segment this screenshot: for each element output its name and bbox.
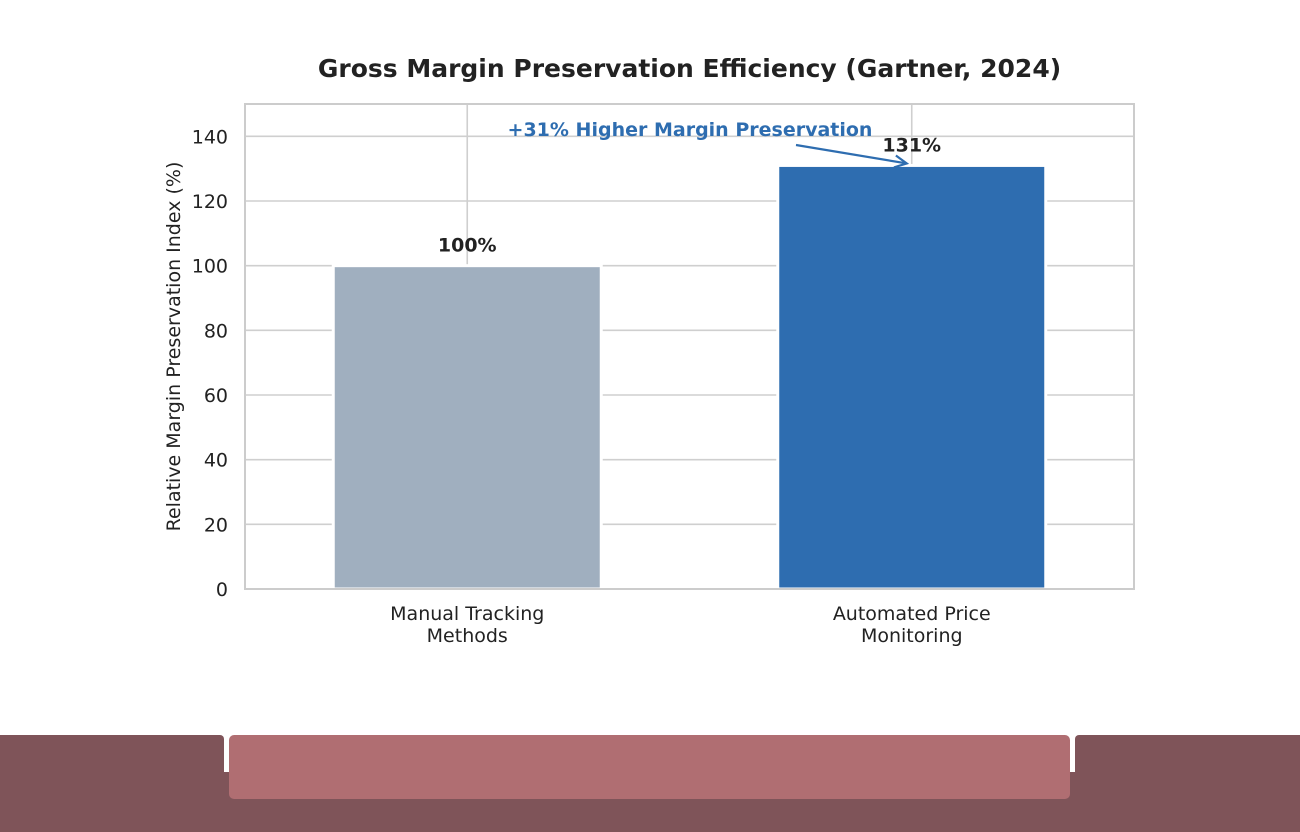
plot-frame [244, 103, 1135, 590]
bar [331, 264, 603, 591]
y-tick-label: 140 [192, 126, 228, 148]
y-tick-label: 20 [204, 514, 228, 536]
x-tick-label: Manual Tracking [390, 603, 544, 625]
x-tick-label: Automated Price [833, 603, 991, 625]
bottom-band-center-bar [229, 735, 1070, 799]
y-tick-label: 80 [204, 320, 228, 342]
value-label: 100% [438, 235, 497, 257]
value-label: 131% [882, 134, 941, 156]
bar [776, 163, 1048, 591]
y-tick-label: 120 [192, 191, 228, 213]
annotation-arrowhead [893, 154, 910, 169]
bar-chart: 0 20 40 60 80 100 120 140 Manual TrackingMethods… [163, 54, 1135, 647]
bottom-band-right-panel [1075, 735, 1300, 832]
x-tick-label: Monitoring [861, 625, 963, 647]
y-tick-label: 40 [204, 450, 228, 472]
x-tick-label: Methods [427, 625, 508, 647]
bottom-band-left-panel [0, 735, 224, 832]
bottom-band [0, 735, 1300, 832]
annotation-text: +31% Higher Margin Preservation [508, 119, 873, 141]
chart-title: Gross Margin Preservation Efficiency (Ga… [318, 54, 1061, 83]
annotation-arrow [795, 143, 907, 165]
y-tick-label: 60 [204, 385, 228, 407]
y-axis-label: Relative Margin Preservation Index (%) [163, 162, 185, 532]
y-tick-label: 0 [216, 579, 228, 601]
y-tick-label: 100 [192, 256, 228, 278]
